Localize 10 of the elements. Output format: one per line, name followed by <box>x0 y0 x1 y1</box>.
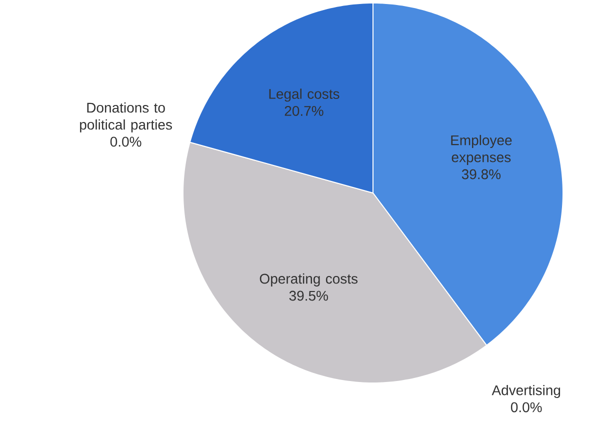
category-label: Donations to political parties <box>80 102 172 132</box>
slice-label: Legal costs <box>269 88 340 102</box>
category-label: Advertising <box>492 384 560 398</box>
slice-label: Operating costs <box>260 273 358 286</box>
data-label: 20.7% <box>284 106 324 116</box>
slice-label: Employee expenses <box>451 134 512 165</box>
data-label: 39.8% <box>462 169 501 180</box>
data-label: 39.5% <box>289 290 328 301</box>
text: 0.0% <box>510 402 542 412</box>
text: 0.0% <box>110 136 142 147</box>
